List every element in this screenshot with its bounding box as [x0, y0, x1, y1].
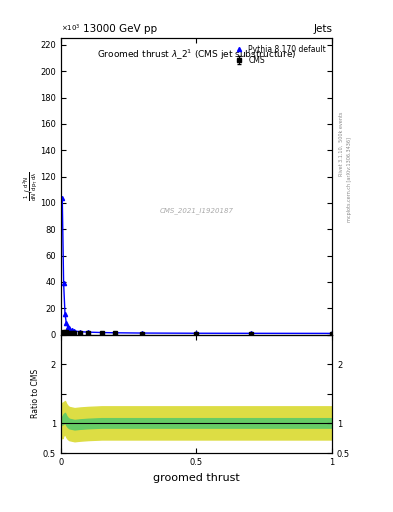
X-axis label: groomed thrust: groomed thrust: [153, 473, 240, 482]
Pythia 8.170 default: [61, 280, 66, 286]
Text: CMS_2021_I1920187: CMS_2021_I1920187: [160, 207, 233, 214]
Pythia 8.170 default: [65, 324, 70, 330]
Pythia 8.170 default: [86, 329, 90, 335]
Pythia 8.170 default: [113, 330, 118, 336]
Pythia 8.170 default: [64, 321, 69, 327]
Text: Jets: Jets: [313, 24, 332, 34]
Text: 13000 GeV pp: 13000 GeV pp: [83, 24, 157, 34]
Pythia 8.170 default: [330, 330, 334, 336]
Pythia 8.170 default: [99, 329, 104, 335]
Text: $\times 10^3$: $\times 10^3$: [61, 23, 81, 34]
Pythia 8.170 default: [77, 329, 82, 335]
Pythia 8.170 default: [194, 330, 199, 336]
Text: Groomed thrust $\lambda\_2^1$ (CMS jet substructure): Groomed thrust $\lambda\_2^1$ (CMS jet s…: [97, 47, 296, 61]
Line: Pythia 8.170 default: Pythia 8.170 default: [60, 196, 334, 335]
Pythia 8.170 default: [60, 195, 64, 201]
Text: mcplots.cern.ch [arXiv:1306.3436]: mcplots.cern.ch [arXiv:1306.3436]: [347, 137, 352, 222]
Legend: Pythia 8.170 default, CMS: Pythia 8.170 default, CMS: [231, 42, 328, 67]
Pythia 8.170 default: [72, 328, 77, 334]
Pythia 8.170 default: [248, 330, 253, 336]
Pythia 8.170 default: [140, 330, 145, 336]
Pythia 8.170 default: [67, 325, 72, 331]
Pythia 8.170 default: [62, 310, 67, 316]
Y-axis label: Ratio to CMS: Ratio to CMS: [31, 369, 40, 418]
Pythia 8.170 default: [70, 327, 74, 333]
Text: Rivet 3.1.10,  500k events: Rivet 3.1.10, 500k events: [339, 111, 344, 176]
Y-axis label: $\mathregular{\frac{1}{\mathrm{d}N}/\frac{\mathrm{d}^2N}{\mathrm{d}p_T\,\mathrm{: $\mathregular{\frac{1}{\mathrm{d}N}/\fra…: [21, 172, 39, 201]
